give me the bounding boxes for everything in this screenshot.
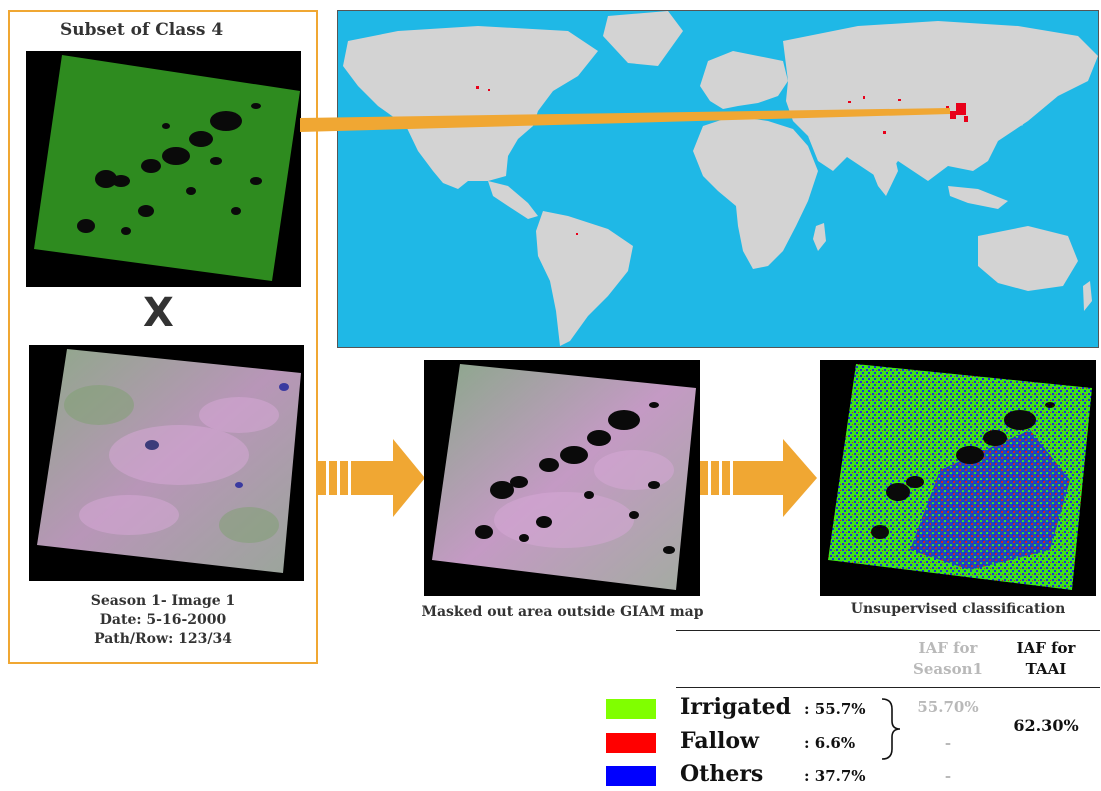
class4-subset-image bbox=[26, 51, 301, 287]
fallow-label: Fallow bbox=[680, 728, 759, 754]
fallow-percent: : 6.6% bbox=[804, 734, 856, 752]
season1-header: IAF for Season1 bbox=[913, 639, 983, 678]
masked-caption: Masked out area outside GIAM map bbox=[421, 604, 704, 620]
others-percent: : 37.7% bbox=[804, 767, 866, 785]
subset-title: Subset of Class 4 bbox=[60, 20, 224, 40]
world-map bbox=[337, 10, 1099, 348]
season-caption-line1: Season 1- Image 1 bbox=[90, 593, 236, 609]
irrigated-label: Irrigated bbox=[680, 694, 792, 720]
classified-satellite-image bbox=[820, 360, 1096, 596]
multiply-symbol: X bbox=[143, 290, 174, 336]
irrigated-swatch bbox=[606, 699, 656, 719]
fallow-season1-value: - bbox=[944, 734, 952, 752]
masked-satellite-image bbox=[424, 360, 700, 596]
process-arrow-1 bbox=[318, 439, 425, 517]
taai-value: 62.30% bbox=[1013, 716, 1079, 735]
others-label: Others bbox=[680, 761, 764, 787]
season-caption-line2: Date: 5-16-2000 bbox=[99, 612, 227, 628]
table-top-rule bbox=[676, 630, 1100, 631]
table-header-rule bbox=[676, 687, 1100, 688]
season1-satellite-image bbox=[29, 345, 304, 581]
others-season1-value: - bbox=[944, 767, 952, 785]
input-panel bbox=[8, 10, 318, 664]
irrigated-percent: : 55.7% bbox=[804, 700, 866, 718]
others-swatch bbox=[606, 766, 656, 786]
season-caption-line3: Path/Row: 123/34 bbox=[94, 631, 232, 647]
fallow-swatch bbox=[606, 733, 656, 753]
process-arrow-2 bbox=[700, 439, 817, 517]
classification-caption: Unsupervised classification bbox=[850, 601, 1066, 617]
right-brace-icon bbox=[881, 698, 901, 760]
taai-header: IAF for TAAI bbox=[1016, 639, 1076, 678]
irrigated-season1-value: 55.70% bbox=[917, 698, 979, 716]
